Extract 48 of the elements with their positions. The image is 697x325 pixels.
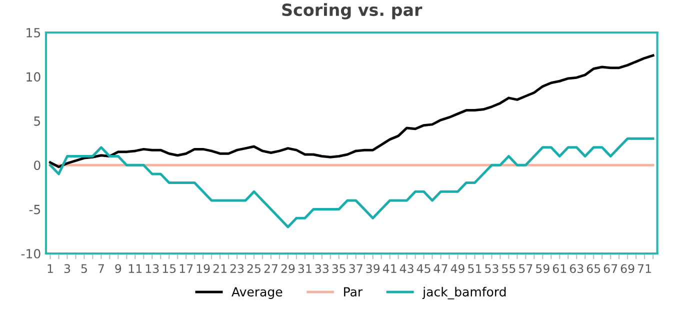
x-tick-label: 63: [570, 264, 584, 274]
x-tick-label: 19: [196, 264, 210, 274]
x-tick-label: 51: [468, 264, 482, 274]
y-tick-label: 5: [34, 116, 40, 126]
x-tick-label: 3: [64, 264, 70, 274]
chart-title: Scoring vs. par: [282, 3, 422, 20]
x-tick-label: 37: [349, 264, 362, 274]
x-tick-label: 57: [519, 264, 532, 274]
x-tick-label: 55: [502, 264, 516, 274]
y-tick-label: -5: [29, 204, 40, 214]
x-tick-label: 9: [115, 264, 122, 274]
x-tick-label: 53: [485, 264, 498, 274]
line-series: [48, 54, 654, 168]
y-tick-label: -10: [21, 248, 40, 258]
x-tick-label: 49: [450, 264, 464, 274]
legend-label: Par: [344, 287, 363, 297]
x-tick-label: 41: [382, 264, 396, 273]
x-tick-label: 21: [213, 264, 226, 273]
x-tick-label: 23: [230, 264, 244, 274]
x-tick-label: 13: [146, 264, 159, 274]
x-tick-label: 1: [48, 264, 53, 273]
x-tick-label: 59: [536, 264, 550, 274]
x-tick-label: 43: [400, 264, 414, 274]
x-tick-label: 31: [298, 264, 312, 274]
x-tick-label: 35: [332, 264, 346, 274]
x-tick-label: 15: [162, 264, 176, 274]
x-tick-label: 33: [315, 264, 328, 274]
x-tick-label: 47: [434, 264, 448, 273]
line-series: [48, 137, 654, 228]
x-tick-label: 7: [98, 264, 104, 273]
legend-label: Average: [232, 287, 282, 299]
x-tick-label: 11: [128, 264, 142, 273]
legend-label: jack_bamford: [422, 286, 506, 300]
x-tick-label: 27: [264, 264, 278, 273]
x-tick-label: 39: [366, 264, 380, 274]
x-tick-label: 65: [586, 264, 600, 274]
x-tick-label: 61: [552, 264, 566, 274]
x-tick-label: 67: [604, 264, 618, 274]
x-tick-label: 17: [180, 264, 193, 273]
x-tick-label: 25: [247, 264, 260, 274]
x-tick-label: 69: [620, 264, 634, 274]
x-tick-label: 71: [638, 264, 651, 273]
y-tick-label: 10: [26, 72, 40, 82]
x-tick-label: 29: [281, 264, 295, 274]
x-tick-label: 45: [416, 264, 430, 274]
y-tick-label: 15: [26, 28, 40, 38]
x-tick-label: 5: [81, 264, 87, 274]
y-tick-label: 0: [34, 160, 40, 170]
